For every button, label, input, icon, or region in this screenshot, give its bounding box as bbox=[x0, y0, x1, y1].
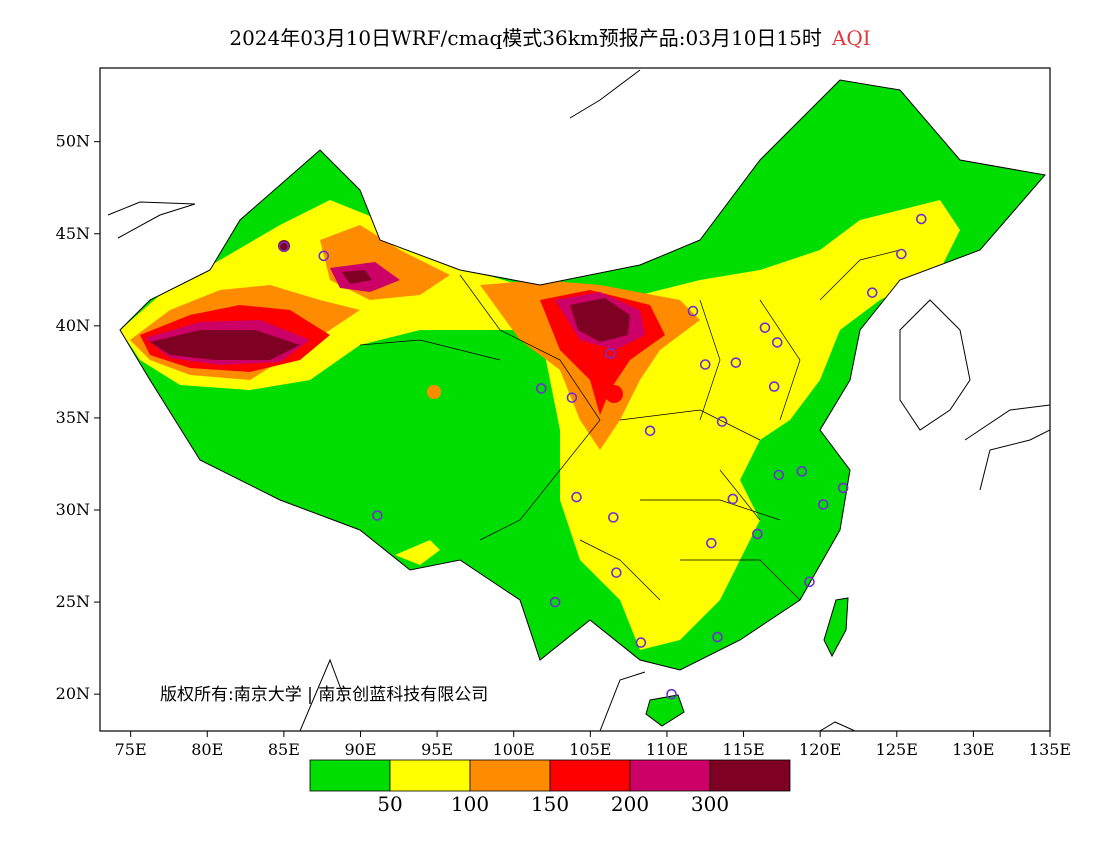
aqi-region-hazardous-north bbox=[570, 298, 630, 342]
legend-label: 200 bbox=[610, 792, 650, 816]
station-marker bbox=[730, 357, 742, 368]
station-marker bbox=[771, 337, 783, 348]
legend-swatch bbox=[629, 759, 711, 792]
lat-tick-label: 20N bbox=[56, 684, 90, 703]
legend-swatch bbox=[309, 759, 391, 792]
monitoring-stations bbox=[278, 213, 927, 700]
legend-label: 50 bbox=[377, 792, 403, 816]
station-marker bbox=[687, 305, 699, 317]
station-marker bbox=[896, 248, 907, 260]
station-marker bbox=[759, 322, 771, 333]
station-marker bbox=[866, 287, 878, 298]
lon-tick-label: 115E bbox=[722, 740, 764, 759]
station-marker bbox=[837, 482, 849, 494]
map-title: 2024年03月10日WRF/cmaq模式36km预报产品:03月10日15时 A… bbox=[0, 22, 1100, 51]
aqi-region-moderate-tibet-patch bbox=[395, 540, 440, 565]
lon-tick-label: 100E bbox=[493, 740, 535, 759]
copyright-notice: 版权所有:南京大学 | 南京创蓝科技有限公司 bbox=[160, 685, 489, 705]
station-marker bbox=[318, 250, 330, 262]
korea-coast bbox=[899, 299, 971, 431]
longitude-axis: 75E 80E 85E 90E 95E 100E 105E 110E 115E 120E 125E 1… bbox=[115, 731, 1071, 759]
lon-tick-label: 135E bbox=[1029, 740, 1071, 759]
plot-area bbox=[100, 68, 1050, 731]
aqi-region-usg-spot bbox=[427, 385, 441, 399]
aqi-region-unhealthy-spot bbox=[605, 385, 623, 403]
coastlines bbox=[107, 69, 1050, 731]
lon-tick-label: 85E bbox=[268, 740, 300, 759]
station-marker bbox=[372, 510, 383, 521]
station-marker bbox=[727, 493, 739, 505]
legend-swatch bbox=[709, 759, 791, 792]
plot-frame bbox=[99, 67, 1051, 732]
station-marker bbox=[571, 491, 582, 503]
legend-swatch bbox=[549, 759, 631, 792]
lat-tick-label: 45N bbox=[56, 224, 90, 243]
station-marker bbox=[604, 348, 616, 359]
title-main: 2024年03月10日WRF/cmaq模式36km预报产品:03月10日15时 bbox=[229, 26, 822, 50]
station-marker bbox=[644, 425, 656, 437]
station-marker bbox=[608, 512, 619, 523]
station-marker bbox=[796, 466, 808, 477]
lon-tick-label: 105E bbox=[569, 740, 611, 759]
lon-tick-label: 110E bbox=[646, 740, 688, 759]
station-marker bbox=[278, 241, 290, 252]
legend-label: 150 bbox=[530, 792, 570, 816]
balkhash-coast bbox=[107, 201, 196, 239]
station-marker bbox=[635, 637, 647, 648]
legend-label: 300 bbox=[690, 792, 730, 816]
lat-tick-label: 35N bbox=[56, 408, 90, 427]
lon-tick-label: 90E bbox=[344, 740, 376, 759]
station-marker bbox=[712, 631, 723, 643]
lon-tick-label: 75E bbox=[115, 740, 147, 759]
aqi-legend-colorbar bbox=[309, 759, 791, 792]
taiwan-island bbox=[823, 597, 849, 658]
lat-tick-label: 50N bbox=[56, 132, 90, 151]
station-marker bbox=[915, 213, 927, 225]
lon-tick-label: 120E bbox=[799, 740, 841, 759]
lat-tick-label: 30N bbox=[56, 500, 90, 519]
station-marker bbox=[611, 567, 622, 578]
latitude-axis: 20N 25N 30N 35N 40N 45N 50N bbox=[56, 132, 100, 703]
india-coast bbox=[299, 658, 346, 731]
station-marker bbox=[706, 537, 717, 549]
aqi-legend-labels: 50 100 150 200 300 bbox=[0, 792, 1100, 822]
hainan-island bbox=[645, 694, 685, 727]
legend-label: 100 bbox=[450, 792, 490, 816]
lon-tick-label: 125E bbox=[876, 740, 918, 759]
aqi-region-hazardous-junggar bbox=[342, 270, 372, 284]
station-marker bbox=[699, 359, 711, 370]
baikal-coast bbox=[569, 69, 641, 119]
station-marker bbox=[768, 381, 780, 392]
station-marker bbox=[804, 576, 815, 588]
china-outline bbox=[119, 79, 1046, 671]
lon-tick-label: 80E bbox=[191, 740, 223, 759]
indochina-coast bbox=[599, 671, 646, 731]
station-marker bbox=[773, 469, 785, 481]
station-marker bbox=[535, 383, 547, 394]
philippines-coast bbox=[819, 721, 856, 731]
japan-coast bbox=[964, 404, 1050, 491]
station-marker bbox=[752, 528, 763, 540]
station-marker bbox=[666, 688, 677, 700]
station-marker bbox=[566, 392, 578, 403]
station-marker bbox=[549, 596, 561, 608]
legend-swatch bbox=[389, 759, 471, 792]
title-variable: AQI bbox=[831, 26, 871, 50]
lat-tick-label: 25N bbox=[56, 592, 90, 611]
lon-tick-label: 95E bbox=[421, 740, 453, 759]
province-borders bbox=[359, 249, 901, 601]
lat-tick-label: 40N bbox=[56, 316, 90, 335]
lon-tick-label: 130E bbox=[952, 740, 994, 759]
station-marker bbox=[716, 416, 728, 427]
legend-swatch bbox=[469, 759, 551, 792]
aqi-region-hazardous-xinjiang bbox=[150, 330, 300, 360]
station-marker bbox=[817, 499, 829, 510]
